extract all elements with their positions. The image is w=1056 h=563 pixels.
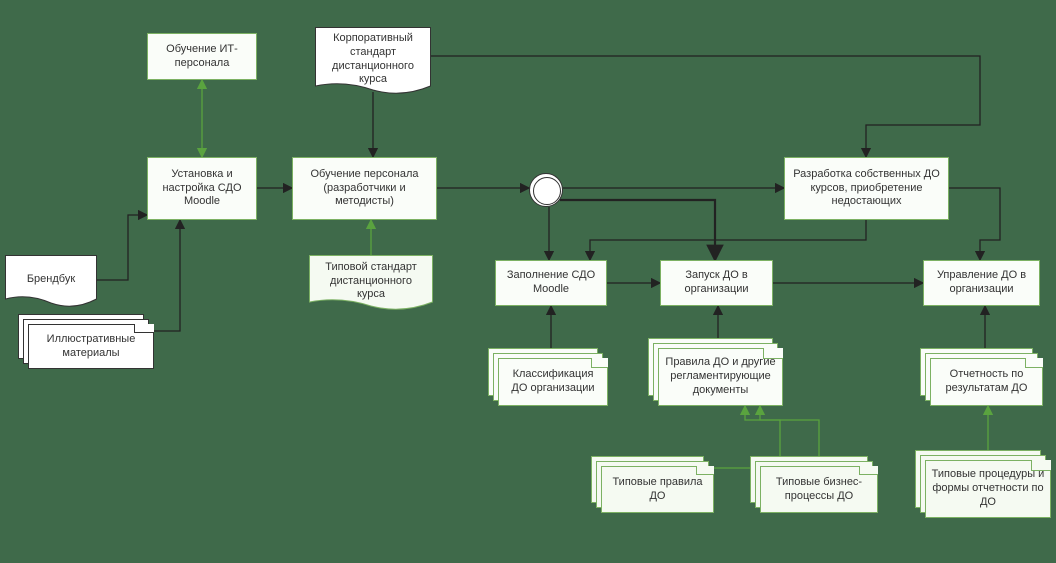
it_training-label: Обучение ИТ-персонала	[154, 43, 250, 71]
edge-brand-install	[97, 215, 147, 280]
type_std-node: Типовой стандарт дистанционного курса	[309, 255, 433, 308]
brandbook-label: Брендбук	[27, 273, 75, 287]
diagram-canvas: Обучение ИТ-персонала Корпоративный станд…	[0, 0, 1056, 563]
classif-node: Классификация ДО организации	[498, 358, 608, 406]
dev_courses-node: Разработка собственных ДО курсов, приобр…	[784, 157, 949, 220]
typ_proc-node: Типовые бизнес-процессы ДО	[760, 466, 878, 513]
install-label: Установка и настройка СДО Moodle	[154, 168, 250, 209]
launch-node: Запуск ДО в организации	[660, 260, 773, 306]
typ_rules-label: Типовые правила ДО	[607, 476, 708, 504]
report-node: Отчетность по результатам ДО	[930, 358, 1043, 406]
staff_training-label: Обучение персонала (разработчики и метод…	[299, 168, 430, 209]
typ_rules-node: Типовые правила ДО	[601, 466, 714, 513]
illustr-label: Иллюстративные материалы	[34, 333, 148, 361]
gateway-circle	[529, 173, 563, 207]
rules-label: Правила ДО и другие регламентирующие док…	[664, 356, 777, 397]
typ_forms-node: Типовые процедуры и формы отчетности по …	[925, 460, 1051, 518]
report-label: Отчетность по результатам ДО	[936, 368, 1037, 396]
fill_sdo-node: Заполнение СДО Moodle	[495, 260, 607, 306]
manage-node: Управление ДО в организации	[923, 260, 1040, 306]
corp_std-node: Корпоративный стандарт дистанционного ку…	[315, 27, 431, 92]
fill_sdo-label: Заполнение СДО Moodle	[502, 269, 600, 297]
gateway-circle-inner	[533, 177, 561, 205]
classif-label: Классификация ДО организации	[504, 368, 602, 396]
manage-label: Управление ДО в организации	[930, 269, 1033, 297]
typ_proc-label: Типовые бизнес-процессы ДО	[766, 476, 872, 504]
illustr-node: Иллюстративные материалы	[28, 324, 154, 369]
staff_training-node: Обучение персонала (разработчики и метод…	[292, 157, 437, 220]
edge-gw-launch	[560, 200, 715, 260]
edge-corp-dev	[431, 56, 980, 157]
it_training-node: Обучение ИТ-персонала	[147, 33, 257, 80]
edge-dev-manage	[949, 188, 1000, 260]
edge-illustr-install	[154, 220, 180, 331]
typ_forms-label: Типовые процедуры и формы отчетности по …	[931, 468, 1045, 509]
brandbook-node: Брендбук	[5, 255, 97, 305]
launch-label: Запуск ДО в организации	[667, 269, 766, 297]
install-node: Установка и настройка СДО Moodle	[147, 157, 257, 220]
rules-node: Правила ДО и другие регламентирующие док…	[658, 348, 783, 406]
type_std-label: Типовой стандарт дистанционного курса	[315, 261, 427, 302]
corp_std-label: Корпоративный стандарт дистанционного ку…	[321, 32, 425, 87]
edge-dev-fill	[590, 220, 866, 260]
dev_courses-label: Разработка собственных ДО курсов, приобр…	[791, 168, 942, 209]
